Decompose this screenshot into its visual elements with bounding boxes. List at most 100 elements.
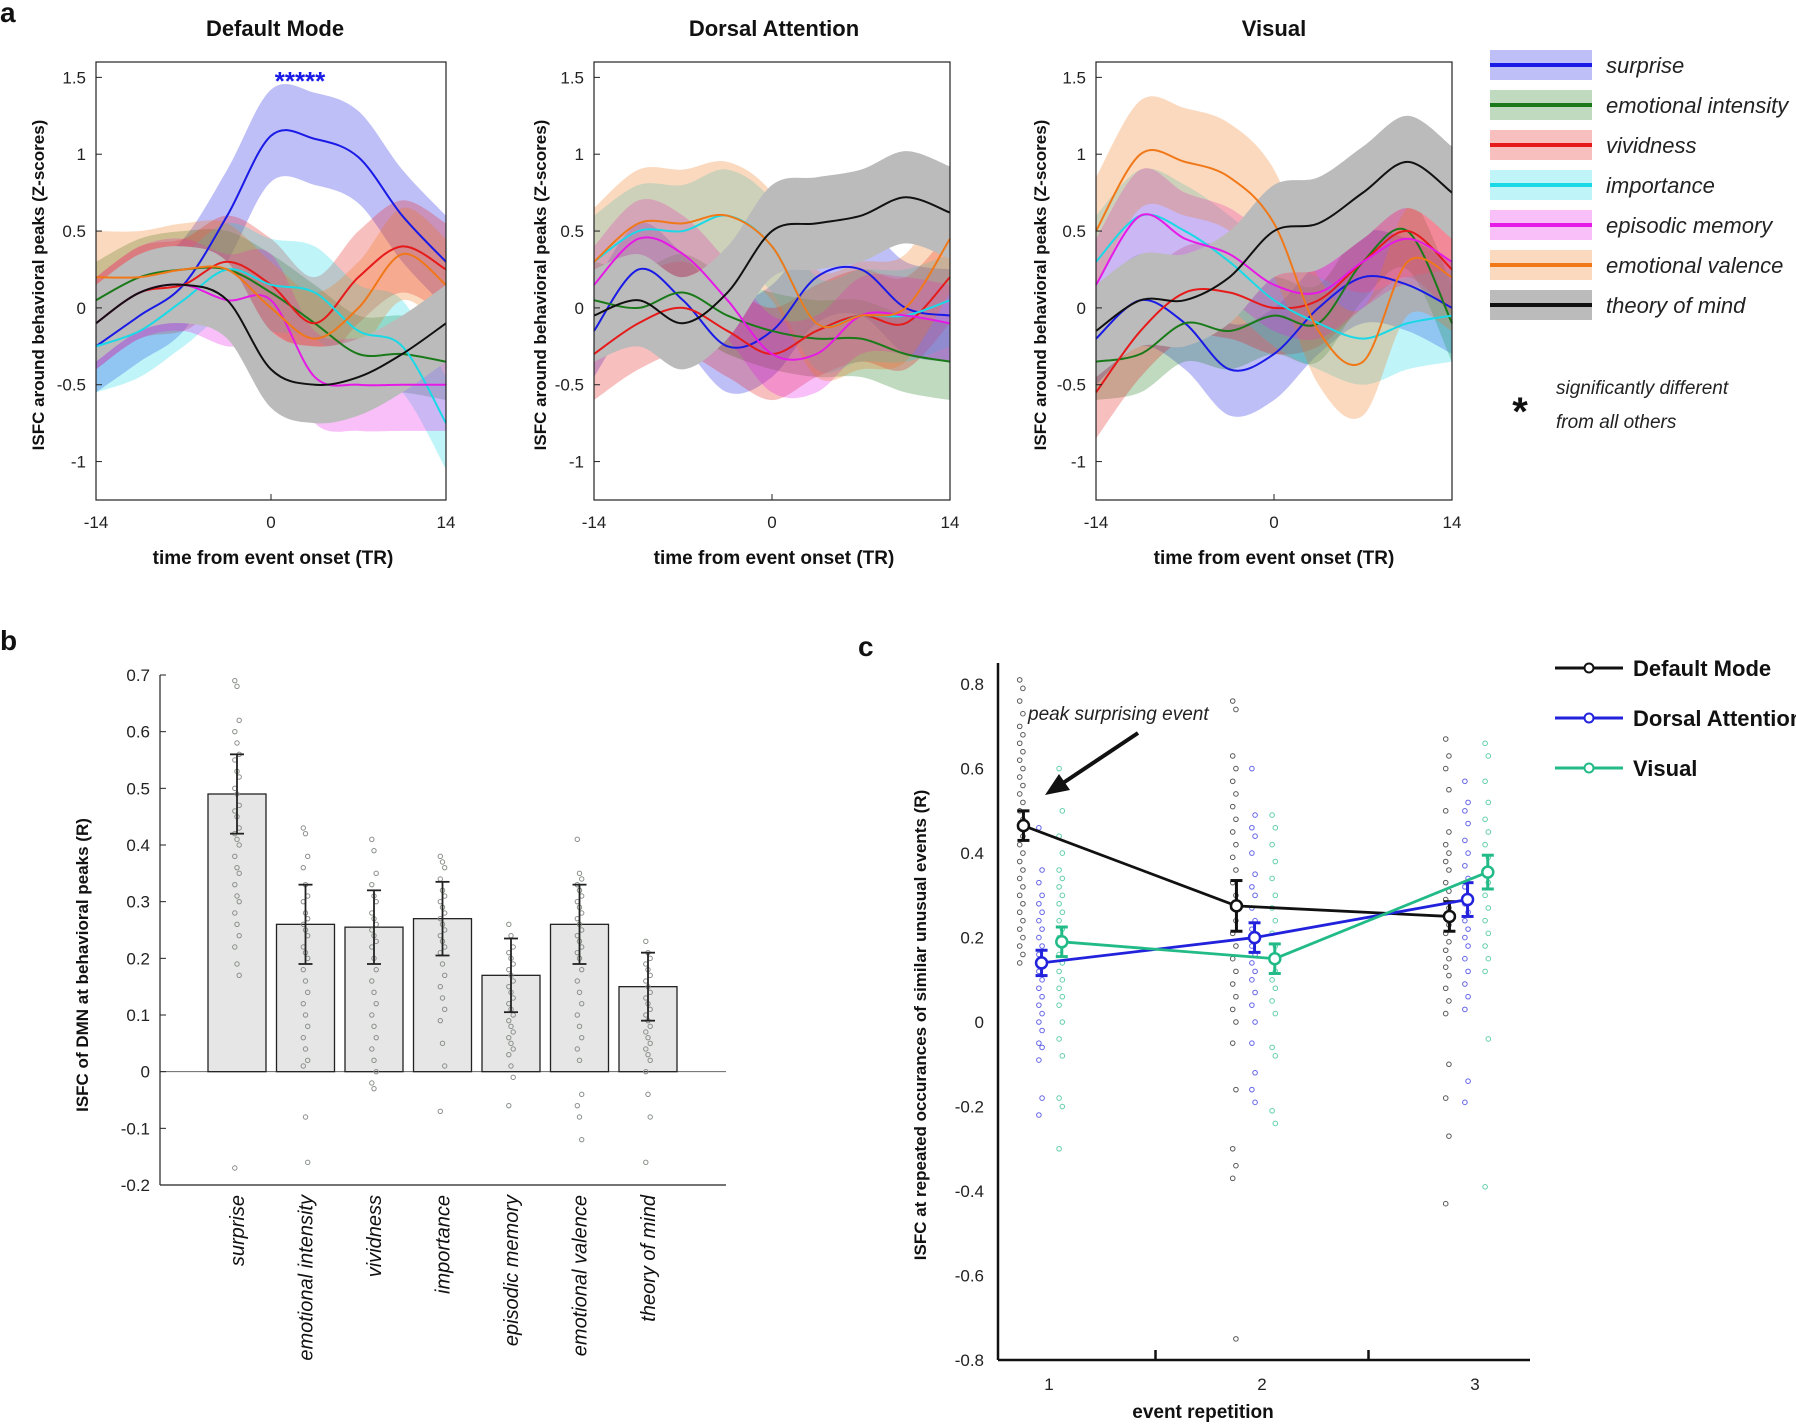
scatter-point: [1016, 698, 1023, 704]
y-axis-label: ISFC around behavioral peaks (Z-scores): [531, 120, 550, 451]
series-line-theory-of-mind: [593, 196, 951, 325]
scatter-point: [1056, 765, 1062, 772]
scatter-point: [1272, 985, 1279, 992]
y-tick-label: 0.4: [126, 836, 150, 855]
y-axis-label: ISFC of DMN at behavioral peaks (R): [73, 818, 92, 1112]
y-tick-label: 0.5: [1062, 222, 1086, 241]
x-axis-label: time from event onset (TR): [654, 548, 895, 569]
scatter-point: [1272, 824, 1279, 831]
series-line-surprise: [95, 129, 447, 348]
scatter-point: [1485, 753, 1492, 759]
y-tick-label: 0.5: [560, 222, 584, 241]
scatter-point: [1252, 871, 1258, 878]
scatter-point: [1482, 778, 1488, 785]
scatter-point: [1233, 943, 1239, 949]
data-point: [442, 864, 448, 871]
legend-label-vividness: vividness: [1606, 133, 1696, 158]
scatter-point: [1269, 998, 1275, 1004]
data-point: [647, 1023, 653, 1030]
data-point: [439, 859, 446, 865]
scatter-point: [1465, 926, 1471, 932]
scatter-point: [1229, 1040, 1236, 1046]
y-tick-label: 0.1: [126, 1006, 150, 1025]
confidence-band-theory-of-mind: [96, 246, 446, 424]
scatter-point: [1039, 1010, 1045, 1017]
plot-area: [95, 83, 447, 470]
data-point: [232, 910, 238, 916]
scatter-point: [1252, 1099, 1258, 1106]
scatter-point: [1446, 786, 1452, 793]
scatter-point: [1016, 740, 1023, 747]
star-note-line1: significantly different: [1556, 378, 1729, 399]
data-point: [508, 1023, 514, 1030]
y-tick-label: 0: [975, 1013, 984, 1032]
scatter-point: [1229, 854, 1236, 861]
data-point: [236, 932, 242, 939]
scatter-point: [1272, 1120, 1279, 1127]
scatter-point: [1465, 820, 1471, 827]
data-point: [645, 1051, 651, 1058]
mean-marker: [1016, 818, 1031, 833]
scatter-point: [1252, 1019, 1258, 1025]
scatter-point: [1442, 947, 1449, 954]
data-point: [236, 717, 242, 724]
x-tick-label: 1: [1044, 1375, 1053, 1394]
x-tick-label: 0: [767, 513, 776, 532]
y-tick-label: -0.2: [955, 1098, 984, 1117]
scatter-point: [1462, 808, 1468, 814]
scatter-point: [1462, 837, 1468, 844]
confidence-band-emotional-intensity: [1096, 190, 1452, 401]
x-axis-label: time from event onset (TR): [153, 548, 394, 569]
scatter-point: [1269, 875, 1275, 882]
scatter-point: [1039, 1027, 1045, 1034]
x-axis-label: time from event onset (TR): [1154, 548, 1395, 569]
scatter-point: [1039, 1095, 1045, 1101]
y-tick-label: -0.8: [955, 1351, 984, 1370]
scatter-point: [1465, 968, 1471, 975]
y-tick-label: 0.4: [960, 844, 984, 863]
data-point: [645, 1034, 651, 1041]
scatter-point: [1233, 1336, 1239, 1342]
data-point: [439, 961, 446, 967]
data-point: [300, 1034, 306, 1041]
y-tick-label: 1: [77, 145, 86, 164]
x-tick-label: 14: [437, 513, 456, 532]
peak-annotation: peak surprising event: [1027, 704, 1209, 725]
scatter-point: [1059, 1103, 1066, 1110]
data-point: [643, 1068, 649, 1075]
series-line-vividness: [1095, 230, 1453, 394]
scatter-point: [1233, 816, 1239, 823]
scatter-point: [1233, 1162, 1239, 1169]
scatter-point: [1036, 1002, 1042, 1008]
scatter-point: [1229, 829, 1236, 835]
y-tick-label: -0.1: [121, 1119, 150, 1138]
y-axis-label: ISFC at repeated occurances of similar u…: [911, 790, 930, 1260]
data-point: [371, 847, 377, 854]
mean-marker: [1442, 909, 1457, 924]
scatter-point: [1233, 765, 1239, 772]
series-line-importance: [95, 268, 447, 424]
data-point: [371, 989, 377, 996]
data-point: [510, 1074, 516, 1081]
data-point: [508, 1063, 514, 1069]
y-tick-label: 0.2: [960, 929, 984, 948]
scatter-point: [1056, 1036, 1062, 1042]
scatter-point: [1446, 753, 1452, 759]
scatter-point: [1039, 909, 1045, 916]
data-point: [576, 870, 583, 877]
annotation-arrow-shaft: [1058, 731, 1140, 787]
series-line-theory-of-mind: [1095, 160, 1453, 332]
star-note-line2: from all others: [1556, 412, 1677, 433]
series-line-emotional-intensity: [593, 291, 951, 363]
scatter-point: [1249, 1086, 1255, 1093]
data-point: [305, 1159, 311, 1166]
y-tick-label: 1.5: [1062, 68, 1086, 87]
data-point: [369, 978, 375, 984]
scatter-point: [1482, 943, 1488, 949]
scatter-point: [1229, 1175, 1236, 1182]
scatter-point: [1020, 799, 1026, 806]
scatter-point: [1269, 1107, 1275, 1114]
y-tick-label: -0.5: [555, 376, 584, 395]
scatter-point: [1249, 765, 1255, 772]
scatter-point: [1446, 998, 1452, 1004]
